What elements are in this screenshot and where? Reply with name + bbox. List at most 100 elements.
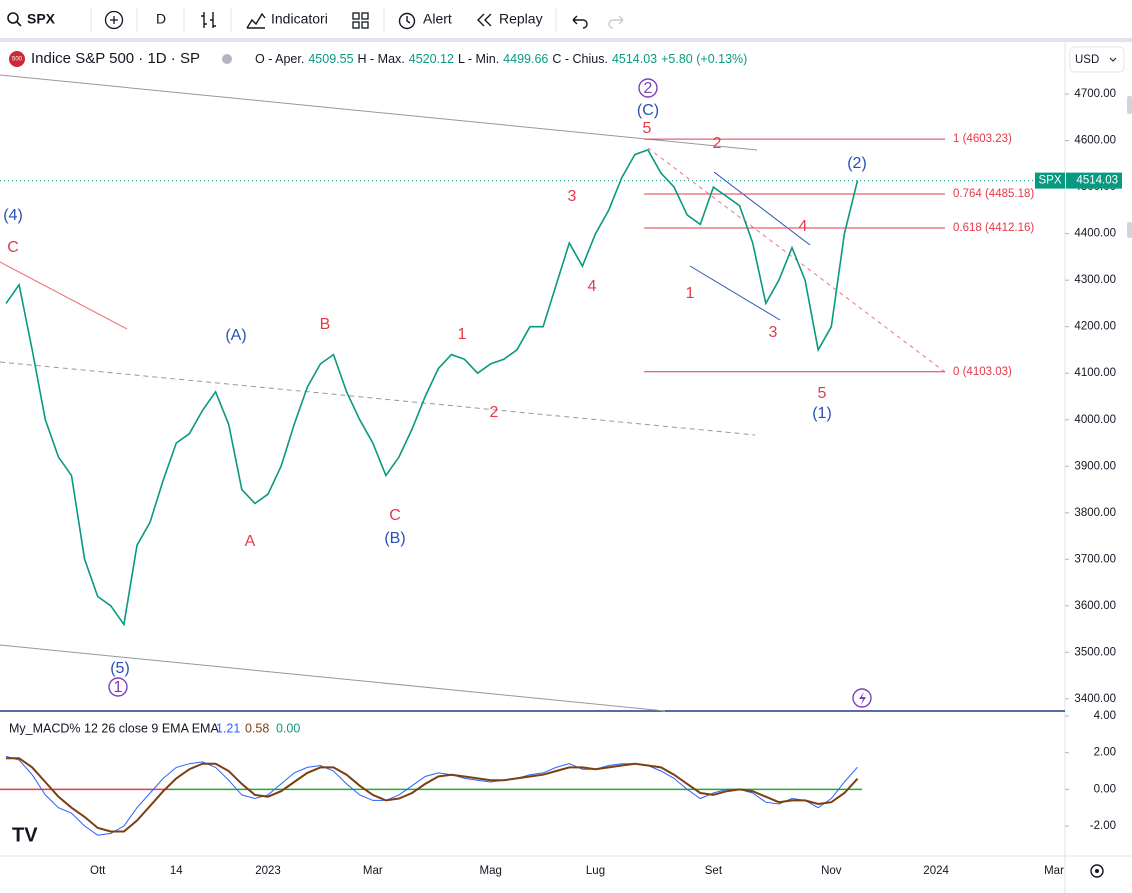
scrollbar[interactable] (1127, 96, 1132, 114)
y-tick-label: 4100.00 (1074, 367, 1116, 379)
series-line (5, 148, 859, 627)
ohlc-change: +5.80 (+0.13%) (661, 52, 747, 66)
wave-label: (4) (3, 207, 23, 224)
y-tick-label: 4700.00 (1074, 88, 1116, 100)
y-tick-label: -2.00 (1090, 820, 1116, 832)
ohlc-label: L - Min. (458, 52, 499, 66)
symbol-logo (9, 51, 25, 67)
signal-value: 0.58 (245, 721, 269, 735)
fib-label: 0 (4103.03) (953, 366, 1012, 378)
x-tick-label: 14 (170, 865, 183, 877)
ohlc-value: 4509.55 (308, 52, 353, 66)
wave-label: (2) (847, 155, 867, 172)
wave-label: 1 (114, 679, 123, 696)
wave-label: 2 (490, 404, 499, 421)
y-tick-label: 3800.00 (1074, 507, 1116, 519)
symbol-tag (1035, 172, 1065, 189)
indicators-icon (246, 12, 266, 29)
chart-title: Indice S&P 500 · 1D · SP (31, 50, 200, 67)
wave-label: (A) (225, 327, 246, 344)
redo-button[interactable] (608, 15, 624, 29)
add-symbol[interactable] (104, 10, 124, 30)
search-icon (16, 21, 22, 27)
layouts-icon[interactable] (352, 12, 369, 29)
settings-icon (1095, 869, 1099, 873)
fib-label: 0.618 (4412.16) (953, 222, 1034, 234)
wave-circle (108, 677, 128, 697)
ohlc-value: 4499.66 (503, 52, 548, 66)
bar-style[interactable] (201, 12, 216, 28)
currency-select[interactable] (1069, 46, 1125, 73)
layout-cell (361, 21, 369, 29)
interval[interactable]: D (156, 11, 166, 27)
channel-line (689, 265, 781, 321)
x-tick-label: Set (705, 865, 723, 877)
layout-cell (361, 12, 369, 20)
y-tick-label: 4000.00 (1074, 414, 1116, 426)
settings-button[interactable] (1090, 864, 1104, 878)
x-tick-label: Mag (480, 865, 502, 877)
currency: USD (1075, 54, 1099, 66)
wave-circle (638, 78, 658, 98)
ohlc-label: H - Max. (358, 52, 405, 66)
trend-line (0, 361, 756, 436)
macd-value: 1.21 (216, 721, 240, 735)
fib-label: 0.764 (4485.18) (953, 188, 1034, 200)
trend-line (0, 261, 128, 330)
series-line (6, 757, 859, 833)
replay-button[interactable]: Replay (499, 11, 543, 27)
x-tick-label: 2023 (255, 865, 281, 877)
ohlc-value: 4520.12 (409, 52, 454, 66)
wave-label: 5 (818, 385, 827, 402)
x-tick-label: 2024 (923, 865, 949, 877)
wave-label: 4 (799, 218, 808, 235)
ohlc-value: 4514.03 (612, 52, 657, 66)
symbol[interactable]: SPX (27, 11, 56, 27)
wave-label: (5) (110, 660, 130, 677)
indicators-button[interactable]: Indicatori (271, 11, 328, 27)
event-marker[interactable] (852, 688, 872, 708)
symbol-logo-text: 500 (12, 57, 23, 63)
x-tick-label: Ott (90, 865, 106, 877)
y-tick-label: 3700.00 (1074, 553, 1116, 565)
wave-label: C (389, 507, 401, 524)
y-tick-label: 4600.00 (1074, 135, 1116, 147)
y-tick-label: 3400.00 (1074, 693, 1116, 705)
toolbar-border (0, 38, 1132, 42)
x-tick-label: Mar (363, 865, 383, 877)
y-tick-label: 2.00 (1094, 747, 1116, 759)
scrollbar[interactable] (1127, 222, 1132, 238)
wave-label: 2 (713, 135, 722, 152)
wave-label: 5 (643, 120, 652, 137)
y-tick-label: 4400.00 (1074, 228, 1116, 240)
wave-label: (B) (384, 530, 405, 547)
wave-label: B (320, 316, 331, 333)
y-tick-label: 4200.00 (1074, 321, 1116, 333)
wave-label: 4 (588, 278, 597, 295)
add-symbol-icon (110, 16, 118, 24)
price-tag (1066, 172, 1122, 189)
wave-label: 1 (458, 326, 467, 343)
wave-label: 2 (644, 80, 653, 97)
currency-caret (1109, 57, 1117, 62)
symbol-tag-text: SPX (1038, 175, 1061, 187)
undo-button[interactable] (572, 15, 588, 29)
channel-line (713, 171, 811, 246)
legend-toggle[interactable] (222, 54, 232, 64)
x-tick-label: Nov (821, 865, 842, 877)
wave-label: 3 (769, 324, 778, 341)
y-tick-label: 4.00 (1094, 710, 1116, 722)
y-tick-label: 4300.00 (1074, 274, 1116, 286)
wave-label: C (7, 239, 19, 256)
event-icon (859, 692, 866, 705)
ohlc-label: C - Chius. (552, 52, 608, 66)
series-line (5, 755, 858, 836)
alert-button[interactable]: Alert (423, 11, 452, 27)
x-tick-label: Lug (586, 865, 605, 877)
trend-line (0, 74, 758, 151)
alert-icon (406, 16, 411, 24)
ohlc-legend: O - Aper. 4509.55 H - Max. 4520.12 L - Min. 4… (255, 52, 747, 66)
search-icon[interactable] (7, 12, 19, 24)
ohlc-label: O - Aper. (255, 52, 304, 66)
